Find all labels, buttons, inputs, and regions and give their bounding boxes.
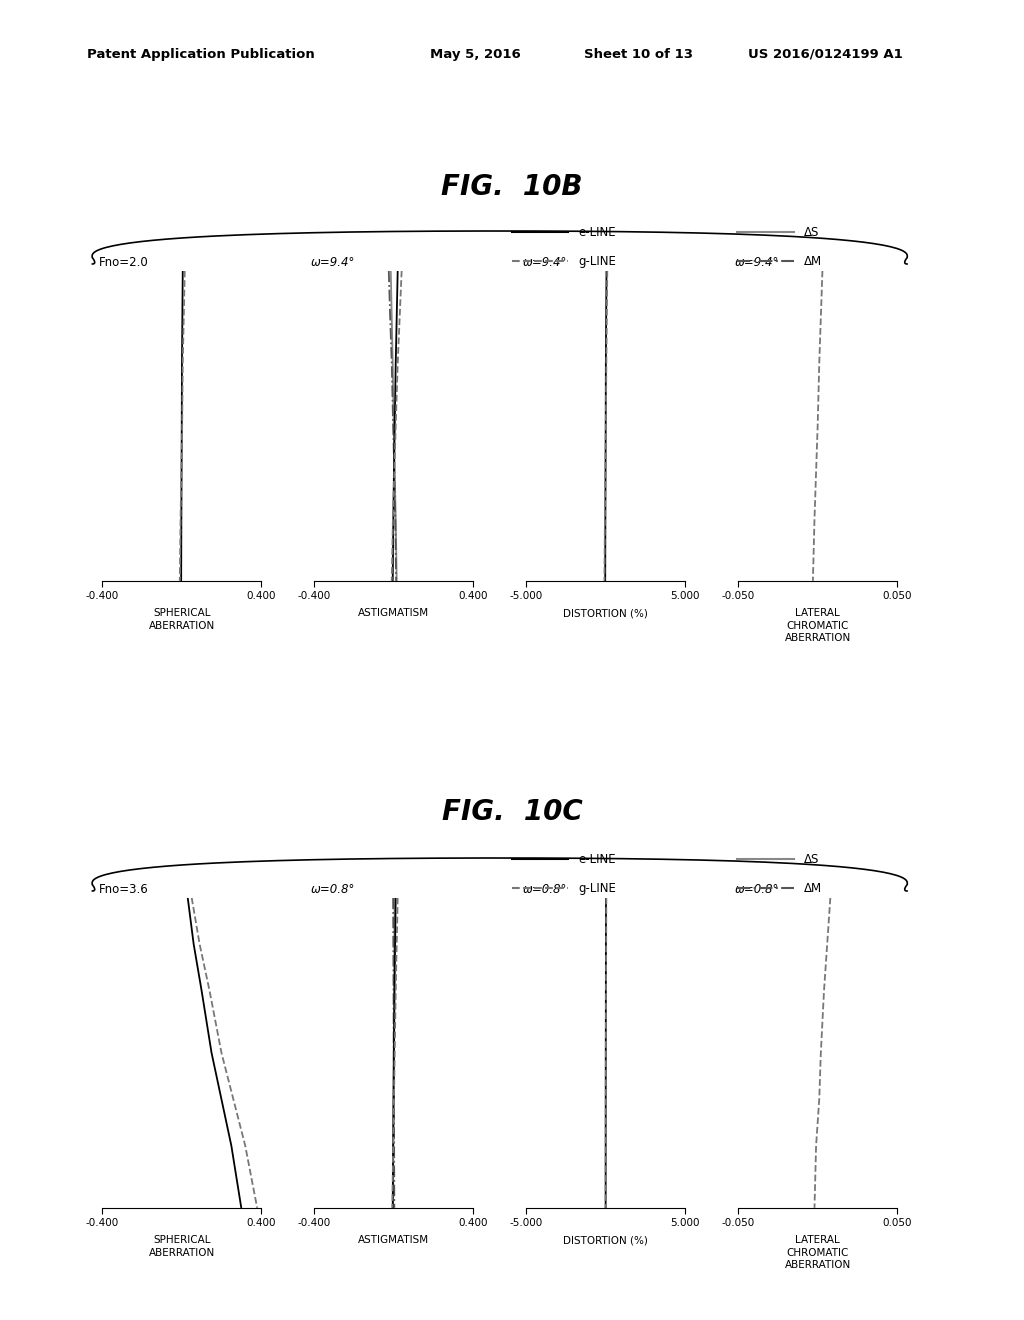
Text: ω=9.4°: ω=9.4° — [523, 256, 567, 269]
X-axis label: LATERAL
CHROMATIC
ABERRATION: LATERAL CHROMATIC ABERRATION — [784, 609, 851, 643]
X-axis label: DISTORTION (%): DISTORTION (%) — [563, 1236, 648, 1245]
X-axis label: SPHERICAL
ABERRATION: SPHERICAL ABERRATION — [148, 1236, 215, 1258]
Text: ΔM: ΔM — [804, 882, 822, 895]
Text: ω=9.4°: ω=9.4° — [311, 256, 355, 269]
Text: ΔM: ΔM — [804, 255, 822, 268]
Text: FIG.  10B: FIG. 10B — [441, 173, 583, 202]
Text: ω=0.8°: ω=0.8° — [735, 883, 779, 896]
X-axis label: DISTORTION (%): DISTORTION (%) — [563, 609, 648, 618]
Text: Fno=3.6: Fno=3.6 — [99, 883, 148, 896]
Text: Fno=2.0: Fno=2.0 — [99, 256, 148, 269]
X-axis label: ASTIGMATISM: ASTIGMATISM — [358, 609, 429, 618]
Text: e-LINE: e-LINE — [579, 226, 616, 239]
Text: g-LINE: g-LINE — [579, 255, 616, 268]
Text: US 2016/0124199 A1: US 2016/0124199 A1 — [748, 48, 902, 61]
Text: ω=9.4°: ω=9.4° — [735, 256, 779, 269]
X-axis label: SPHERICAL
ABERRATION: SPHERICAL ABERRATION — [148, 609, 215, 631]
X-axis label: ASTIGMATISM: ASTIGMATISM — [358, 1236, 429, 1245]
Text: Patent Application Publication: Patent Application Publication — [87, 48, 314, 61]
Text: May 5, 2016: May 5, 2016 — [430, 48, 521, 61]
Text: ω=0.8°: ω=0.8° — [311, 883, 355, 896]
Text: ω=0.8°: ω=0.8° — [523, 883, 567, 896]
X-axis label: LATERAL
CHROMATIC
ABERRATION: LATERAL CHROMATIC ABERRATION — [784, 1236, 851, 1270]
Text: ΔS: ΔS — [804, 853, 819, 866]
Text: e-LINE: e-LINE — [579, 853, 616, 866]
Text: FIG.  10C: FIG. 10C — [441, 797, 583, 826]
Text: g-LINE: g-LINE — [579, 882, 616, 895]
Text: ΔS: ΔS — [804, 226, 819, 239]
Text: Sheet 10 of 13: Sheet 10 of 13 — [584, 48, 692, 61]
